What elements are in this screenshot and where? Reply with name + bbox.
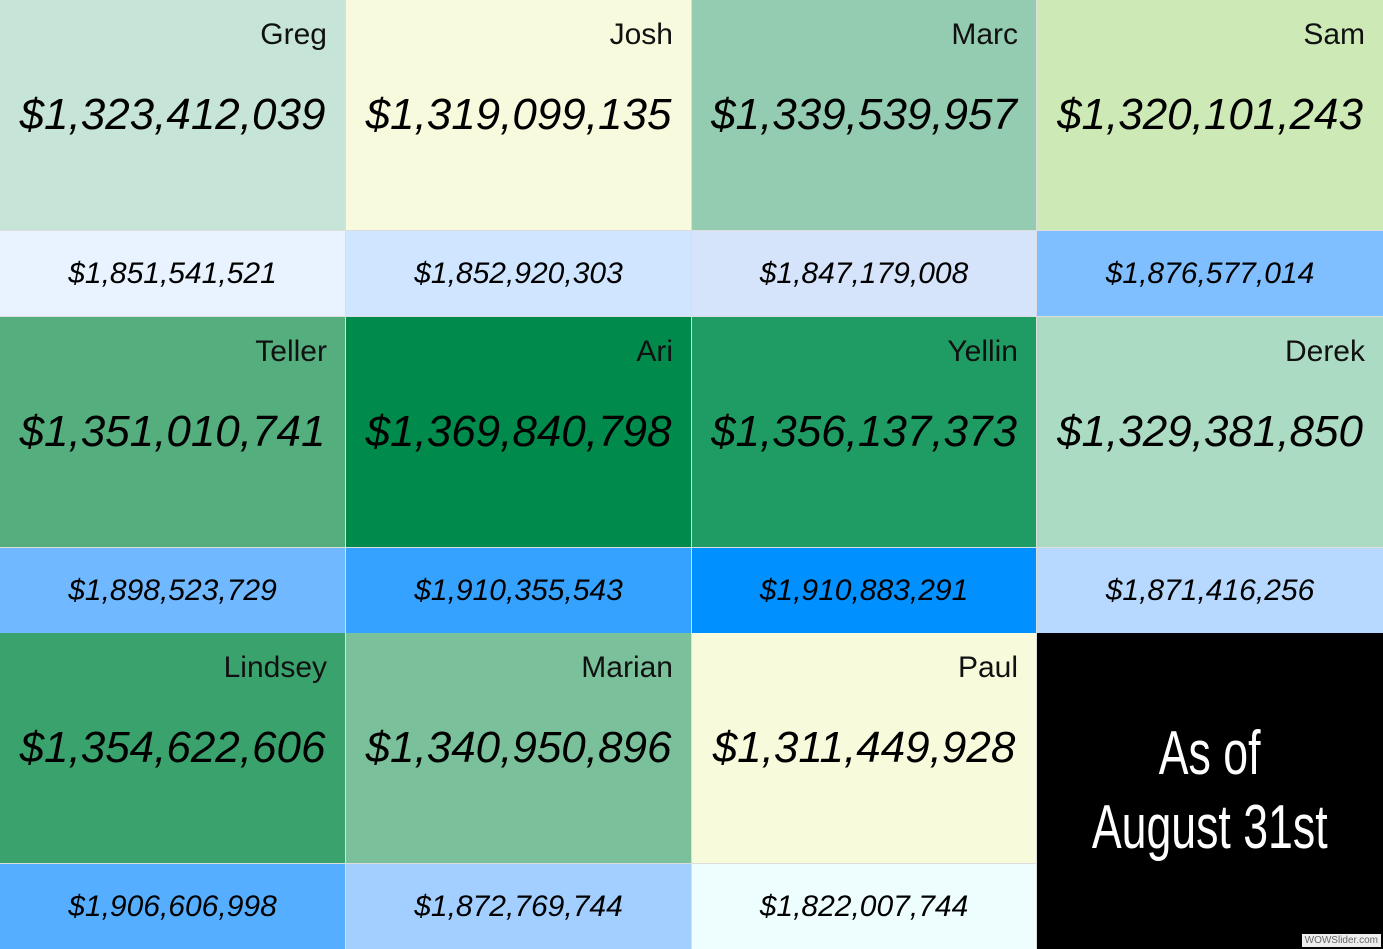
person-name: Ari: [636, 335, 673, 368]
person-name: Yellin: [947, 335, 1018, 368]
subtotal: $1,910,355,543: [346, 548, 691, 633]
subtotal: $1,906,606,998: [0, 864, 345, 949]
note-line: August 31st: [1092, 793, 1328, 862]
person-cell: Paul $1,311,449,928: [692, 633, 1036, 863]
subtotal: $1,851,541,521: [0, 231, 345, 316]
subtotal: $1,876,577,014: [1037, 231, 1383, 316]
subtotal: $1,822,007,744: [692, 864, 1036, 949]
amount: $1,320,101,243: [1057, 90, 1363, 139]
person-cell: Marian $1,340,950,896: [346, 633, 691, 863]
person-name: Marian: [581, 651, 673, 684]
person-name: Teller: [255, 335, 327, 368]
date-note: As of August 31st: [1037, 633, 1383, 949]
person-cell: Josh $1,319,099,135: [346, 0, 691, 230]
subtotal: $1,872,769,744: [346, 864, 691, 949]
amount: $1,319,099,135: [365, 90, 672, 139]
person-cell: Derek $1,329,381,850: [1037, 317, 1383, 547]
person-name: Josh: [609, 18, 673, 51]
person-cell: Teller $1,351,010,741: [0, 317, 345, 547]
subtotal: $1,852,920,303: [346, 231, 691, 316]
amount: $1,339,539,957: [711, 90, 1017, 139]
person-cell: Yellin $1,356,137,373: [692, 317, 1036, 547]
amount: $1,369,840,798: [365, 407, 672, 456]
person-cell: Greg $1,323,412,039: [0, 0, 345, 230]
note-line: As of: [1159, 719, 1261, 788]
amount: $1,340,950,896: [365, 723, 672, 772]
amount: $1,329,381,850: [1057, 407, 1363, 456]
subtotal: $1,910,883,291: [692, 548, 1036, 633]
subtotal: $1,898,523,729: [0, 548, 345, 633]
person-cell: Lindsey $1,354,622,606: [0, 633, 345, 863]
person-name: Paul: [957, 651, 1018, 684]
amount: $1,323,412,039: [19, 90, 326, 139]
subtotal: $1,871,416,256: [1037, 548, 1383, 633]
person-cell: Marc $1,339,539,957: [692, 0, 1036, 230]
person-name: Greg: [260, 18, 327, 51]
watermark: WOWSlider.com: [1301, 934, 1381, 947]
person-name: Marc: [951, 18, 1018, 51]
person-cell: Sam $1,320,101,243: [1037, 0, 1383, 230]
person-name: Lindsey: [223, 651, 327, 684]
amount: $1,356,137,373: [711, 407, 1017, 456]
person-name: Sam: [1303, 18, 1365, 51]
amount: $1,351,010,741: [19, 407, 326, 456]
subtotal: $1,847,179,008: [692, 231, 1036, 316]
amount: $1,354,622,606: [19, 723, 326, 772]
person-name: Derek: [1284, 335, 1365, 368]
person-cell: Ari $1,369,840,798: [346, 317, 691, 547]
amount: $1,311,449,928: [712, 723, 1016, 772]
